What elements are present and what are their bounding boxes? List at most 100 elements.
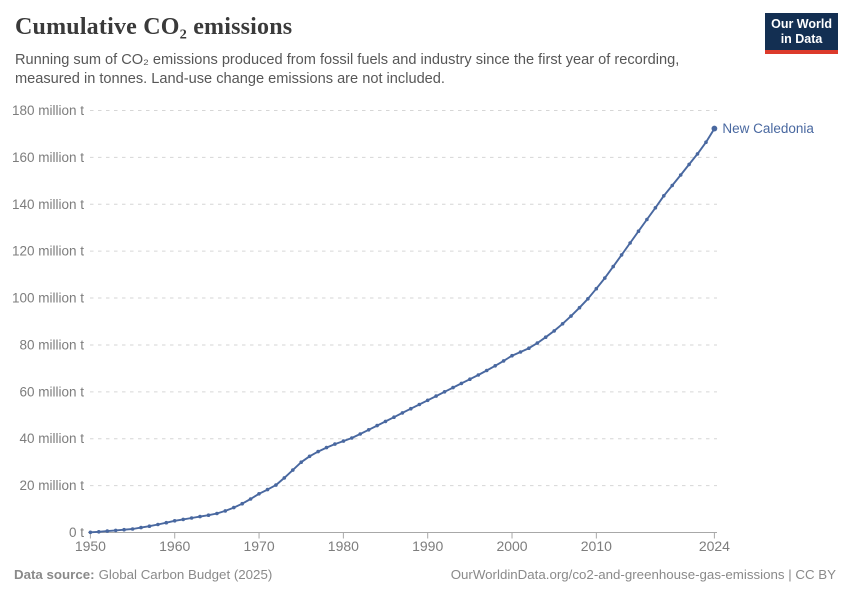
data-point-marker	[594, 286, 599, 291]
attribution-link[interactable]: OurWorldinData.org/co2-and-greenhouse-ga…	[450, 567, 836, 582]
data-point-marker	[670, 183, 674, 188]
chart-title: Cumulative CO₂ emissions	[15, 14, 293, 40]
y-tick-label: 80 million t	[19, 337, 84, 352]
data-point-marker	[611, 264, 615, 269]
y-tick-label: 100 million t	[12, 291, 84, 306]
data-point-marker	[687, 162, 691, 167]
data-point-marker	[628, 241, 632, 245]
data-point-marker	[662, 194, 666, 198]
data-point-marker	[223, 509, 228, 513]
data-point-marker	[586, 297, 590, 301]
data-point-marker	[476, 373, 481, 377]
data-point-marker	[400, 411, 405, 415]
data-point-marker	[232, 505, 236, 510]
data-point-marker	[164, 520, 169, 525]
data-point-marker	[409, 406, 413, 411]
data-point-marker	[704, 140, 708, 144]
x-tick-label: 1970	[243, 538, 274, 554]
data-point-marker	[189, 516, 194, 520]
data-point-marker	[619, 253, 624, 257]
owid-logo-line1: Our World	[771, 17, 832, 31]
data-point-marker	[265, 487, 270, 492]
x-tick-label: 1980	[328, 538, 359, 554]
data-point-marker	[358, 432, 363, 436]
owid-logo-line2: in Data	[780, 32, 823, 46]
x-tick-label: 2010	[581, 538, 612, 554]
data-point-marker	[603, 276, 607, 280]
data-point-marker	[97, 530, 101, 534]
data-point-marker	[156, 522, 160, 527]
data-point-marker	[501, 359, 506, 363]
y-tick-label: 0 t	[69, 525, 84, 540]
data-point-marker	[560, 322, 565, 326]
data-point-marker	[552, 329, 556, 333]
data-point-marker	[105, 529, 110, 533]
data-point-marker	[442, 390, 447, 394]
y-tick-label: 120 million t	[12, 244, 84, 259]
x-tick-label: 1990	[412, 538, 443, 554]
emissions-line[interactable]	[89, 127, 716, 534]
data-point-marker	[350, 436, 354, 440]
chart-footer: Data source: Global Carbon Budget (2025) …	[14, 567, 836, 582]
data-point-marker	[383, 419, 388, 424]
data-point-marker	[392, 415, 396, 420]
data-point-marker	[510, 353, 514, 358]
y-tick-label: 160 million t	[12, 150, 84, 165]
data-point-marker	[425, 398, 430, 403]
data-point-marker	[678, 173, 683, 177]
data-point-marker	[527, 346, 531, 351]
data-point-marker	[147, 524, 152, 528]
x-tick-label: 2024	[699, 538, 730, 554]
y-tick-label: 20 million t	[19, 478, 84, 493]
data-point-marker	[518, 350, 523, 354]
data-point-marker	[88, 530, 93, 535]
data-point-marker	[459, 381, 464, 386]
data-point-marker	[291, 468, 295, 472]
data-point-marker	[636, 229, 641, 233]
data-point-marker	[299, 460, 304, 465]
data-point-marker	[307, 454, 312, 459]
data-point-marker	[139, 525, 143, 530]
data-point-marker	[375, 423, 379, 428]
data-point-marker	[484, 368, 489, 373]
data-point-marker	[695, 152, 700, 156]
data-point-marker	[324, 445, 329, 450]
data-point-marker	[240, 501, 244, 506]
data-point-marker	[113, 528, 118, 533]
data-point-marker	[274, 483, 278, 487]
data-point-marker	[198, 514, 202, 519]
data-point-marker	[493, 364, 498, 368]
data-point-marker	[333, 442, 337, 446]
data-point-marker	[535, 341, 540, 345]
data-point-marker	[468, 377, 472, 382]
y-tick-label: 180 million t	[12, 103, 84, 118]
data-source-value: Global Carbon Budget (2025)	[98, 567, 273, 582]
data-point-marker	[366, 428, 371, 432]
data-point-marker	[181, 517, 185, 522]
data-point-marker	[653, 206, 658, 210]
data-point-marker	[248, 497, 253, 501]
data-point-marker	[257, 492, 261, 496]
data-point-marker	[543, 335, 548, 340]
data-point-marker	[569, 314, 573, 318]
data-source-label: Data source:	[14, 567, 95, 582]
data-point-marker	[341, 439, 346, 443]
data-point-marker	[206, 513, 211, 517]
x-tick-label: 1960	[159, 538, 190, 554]
data-point-marker	[451, 385, 455, 390]
y-tick-label: 60 million t	[19, 384, 84, 399]
line-end-marker	[711, 125, 718, 132]
x-tick-label: 2000	[496, 538, 527, 554]
data-point-marker	[417, 402, 422, 407]
data-point-marker	[645, 217, 649, 222]
data-point-marker	[282, 476, 287, 480]
y-tick-label: 140 million t	[12, 197, 84, 212]
data-point-marker	[577, 305, 582, 310]
data-point-marker	[215, 511, 219, 516]
data-source: Data source: Global Carbon Budget (2025)	[14, 567, 272, 582]
data-point-marker	[434, 394, 438, 398]
chart-subtitle: Running sum of CO₂ emissions produced fr…	[15, 52, 680, 88]
owid-logo[interactable]: Our World in Data	[765, 13, 838, 54]
